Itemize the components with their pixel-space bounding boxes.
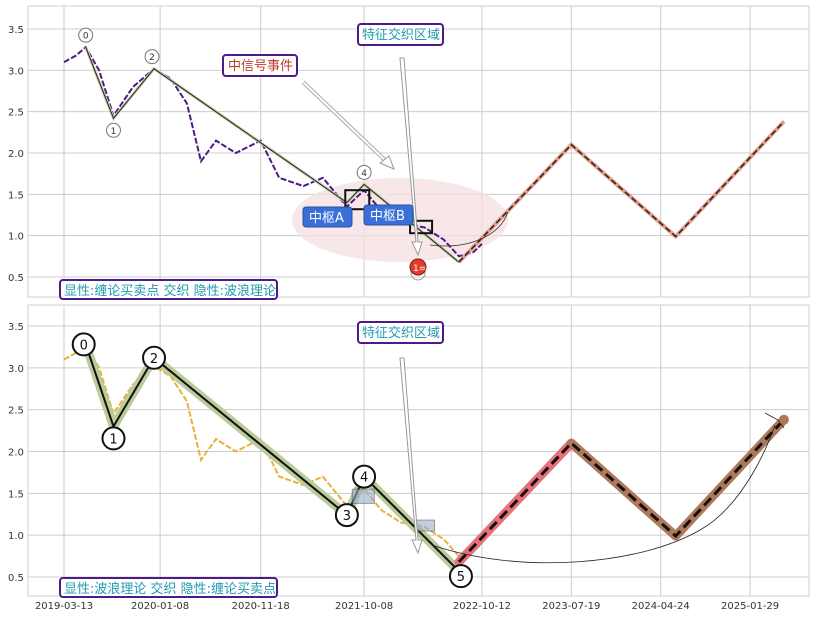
pivot-label: 2	[149, 53, 155, 63]
angle-arc-top	[429, 211, 509, 247]
projection-curve	[431, 424, 776, 564]
wave-marker	[142, 345, 167, 370]
x-tick-label: 2025-01-29	[721, 601, 779, 612]
wave-marker	[71, 332, 96, 357]
projection-line-top	[458, 121, 785, 263]
wave-line	[84, 344, 460, 572]
wave-marker	[101, 426, 126, 451]
y-tick-label: 1.0	[8, 531, 24, 542]
wave-label: 2	[150, 352, 158, 367]
top-y-ticks: 0.5 1.0 1.5 2.0 2.5 3.0 3.5	[8, 25, 24, 284]
top-panel: 0.5 1.0 1.5 2.0 2.5 3.0 3.5 0 1 2 4 显性:缠论买卖点 交织 隐…	[8, 5, 810, 300]
pivot-marker	[144, 49, 160, 65]
zone-arrow-bottom	[399, 357, 423, 555]
x-tick-label: 2020-01-08	[131, 601, 189, 612]
wave-marker	[448, 564, 473, 589]
zone-label-top: 特征交织区域	[362, 27, 440, 43]
wave-label: 1	[109, 432, 117, 447]
wave-label: 4	[360, 471, 368, 486]
top-bottom-label: 显性:缠论买卖点 交织 隐性:波浪理论	[64, 283, 276, 299]
zhongshu-b-rect	[409, 219, 434, 235]
x-tick-label: 2019-03-13	[35, 601, 93, 612]
bottom-bottom-label: 显性:波浪理论 交织 隐性:缠论买卖点	[64, 581, 276, 597]
chan-stroke-line	[85, 47, 460, 263]
projection-curve-tail	[764, 412, 785, 429]
zhongshu-a-box-bottom	[351, 488, 375, 504]
zone-label-box-bottom: 特征交织区域	[357, 321, 444, 344]
y-tick-label: 3.0	[8, 66, 24, 77]
top-series	[63, 45, 786, 264]
wave-marker	[352, 464, 377, 489]
zone-label-bottom: 特征交织区域	[362, 325, 440, 341]
zhongshu-a-label: 中枢A	[309, 211, 344, 226]
zhongshu-a-box: 中枢A	[302, 206, 353, 228]
y-tick-label: 1.5	[8, 489, 24, 500]
wave-label: 0	[80, 338, 88, 353]
event-label: 中信号事件	[228, 59, 293, 74]
projection-line-bottom	[457, 418, 785, 563]
y-tick-label: 0.5	[8, 573, 24, 584]
pivot-marker	[356, 164, 372, 180]
x-tick-label: 2023-07-19	[542, 601, 600, 612]
bottom-label-box-top: 显性:缠论买卖点 交织 隐性:波浪理论	[59, 279, 278, 300]
y-tick-label: 2.0	[8, 149, 24, 160]
event-label-box: 中信号事件	[222, 54, 298, 77]
pivot-marker	[105, 122, 121, 138]
bottom-y-ticks: 0.5 1.0 1.5 2.0 2.5 3.0 3.5	[8, 322, 24, 584]
top-marks: 0 1 2 4	[78, 27, 426, 281]
projection-end-marker	[778, 414, 789, 425]
pivot-label: 1	[111, 127, 117, 137]
event-arrow	[301, 80, 395, 170]
pivot-label: 4	[361, 169, 367, 179]
top-grid	[28, 6, 809, 297]
y-tick-label: 3.5	[8, 322, 24, 333]
x-tick-label: 2021-10-08	[335, 601, 393, 612]
pivot-label: 0	[83, 32, 89, 42]
y-tick-label: 0.5	[8, 273, 24, 284]
zhongshu-b-box: 中枢B	[363, 204, 414, 226]
zhongshu-b-label: 中枢B	[370, 209, 405, 224]
bottom-marks: 0 1 2 3 4 5	[71, 332, 789, 589]
y-tick-label: 3.0	[8, 364, 24, 375]
y-tick-label: 1.5	[8, 190, 24, 201]
wave-label: 5	[457, 570, 465, 585]
bottom-series	[63, 342, 789, 575]
signal-marker: 1=	[409, 258, 427, 276]
projection-band-top	[457, 120, 786, 264]
x-tick-label: 2020-11-18	[232, 601, 290, 612]
top-panel-frame	[27, 5, 810, 298]
x-tick-label: 2022-10-12	[453, 601, 511, 612]
pivot-marker	[78, 27, 94, 43]
bottom-panel-frame	[27, 304, 810, 597]
zone-arrow-top	[399, 57, 423, 257]
y-tick-label: 3.5	[8, 25, 24, 36]
wave-label: 3	[343, 509, 351, 524]
y-tick-label: 1.0	[8, 232, 24, 243]
x-tick-label: 2024-04-24	[632, 601, 690, 612]
y-tick-label: 2.5	[8, 108, 24, 119]
bottom-label-box-bottom: 显性:波浪理论 交织 隐性:缠论买卖点	[59, 577, 278, 598]
y-tick-label: 2.0	[8, 448, 24, 459]
y-tick-label: 2.5	[8, 406, 24, 417]
bottom-panel: 0.5 1.0 1.5 2.0 2.5 3.0 3.5 2019-03-13 2020-01-…	[8, 304, 810, 612]
signal-marker-label: 1=	[413, 264, 426, 274]
zone-label-box-top: 特征交织区域	[357, 23, 444, 46]
zhongshu-a-rect	[344, 189, 371, 211]
x-axis-ticks: 2019-03-13 2020-01-08 2020-11-18 2021-10-08…	[35, 601, 779, 612]
wave-marker	[334, 503, 359, 528]
